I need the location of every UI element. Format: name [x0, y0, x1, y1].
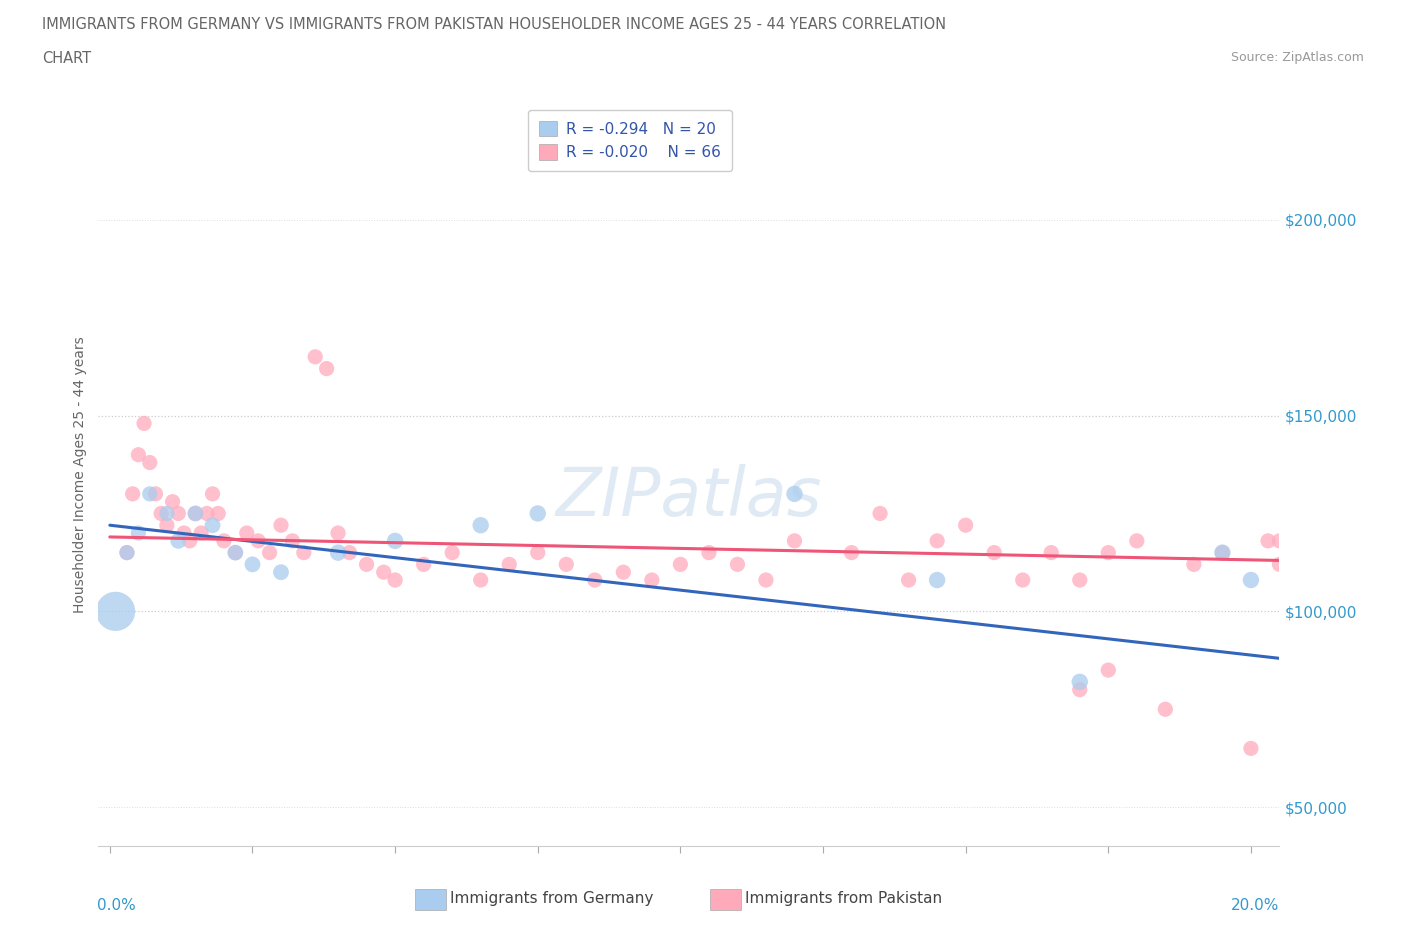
Point — [1126, 534, 1149, 549]
Point — [555, 557, 578, 572]
Point — [242, 557, 264, 572]
Point — [339, 545, 361, 560]
Point — [612, 565, 634, 579]
Point — [326, 525, 349, 540]
Point — [115, 545, 138, 560]
Text: ZIPatlas: ZIPatlas — [555, 464, 823, 529]
Point — [1240, 741, 1263, 756]
Point — [270, 518, 292, 533]
Point — [236, 525, 259, 540]
Text: Immigrants from Pakistan: Immigrants from Pakistan — [745, 891, 942, 906]
Point — [132, 416, 155, 431]
Point — [167, 534, 190, 549]
Text: Source: ZipAtlas.com: Source: ZipAtlas.com — [1230, 51, 1364, 64]
Point — [1211, 545, 1233, 560]
Point — [641, 573, 664, 588]
Text: 20.0%: 20.0% — [1232, 898, 1279, 913]
Point — [270, 565, 292, 579]
Point — [441, 545, 464, 560]
Point — [1011, 573, 1033, 588]
Point — [412, 557, 434, 572]
Point — [127, 525, 149, 540]
Point — [841, 545, 863, 560]
Point — [1097, 663, 1119, 678]
Point — [526, 506, 548, 521]
Point — [526, 545, 548, 560]
Text: Immigrants from Germany: Immigrants from Germany — [450, 891, 654, 906]
Point — [156, 506, 179, 521]
Point — [983, 545, 1005, 560]
Point — [1268, 557, 1291, 572]
Point — [281, 534, 304, 549]
Point — [139, 455, 162, 470]
Point — [927, 573, 949, 588]
Point — [207, 506, 229, 521]
Point — [201, 486, 224, 501]
Point — [1268, 534, 1291, 549]
Point — [259, 545, 281, 560]
Point — [783, 534, 806, 549]
Point — [201, 518, 224, 533]
Point — [167, 506, 190, 521]
Point — [1069, 683, 1091, 698]
Point — [669, 557, 692, 572]
Point — [869, 506, 891, 521]
Point — [315, 361, 337, 376]
Point — [927, 534, 949, 549]
Point — [725, 557, 748, 572]
Point — [356, 557, 378, 572]
Point — [173, 525, 195, 540]
Point — [179, 534, 201, 549]
Point — [115, 545, 138, 560]
Point — [783, 486, 806, 501]
Point — [1069, 674, 1091, 689]
Point — [755, 573, 778, 588]
Point — [1257, 534, 1279, 549]
Text: 0.0%: 0.0% — [97, 898, 136, 913]
Text: CHART: CHART — [42, 51, 91, 66]
Point — [127, 447, 149, 462]
Point — [955, 518, 977, 533]
Point — [498, 557, 520, 572]
Point — [897, 573, 920, 588]
Point — [145, 486, 167, 501]
Point — [156, 518, 179, 533]
Point — [1182, 557, 1205, 572]
Point — [184, 506, 207, 521]
Point — [224, 545, 246, 560]
Point — [373, 565, 395, 579]
Point — [384, 534, 406, 549]
Point — [1040, 545, 1063, 560]
Point — [212, 534, 235, 549]
Point — [304, 350, 326, 365]
Point — [1240, 573, 1263, 588]
Point — [104, 604, 127, 618]
Text: IMMIGRANTS FROM GERMANY VS IMMIGRANTS FROM PAKISTAN HOUSEHOLDER INCOME AGES 25 -: IMMIGRANTS FROM GERMANY VS IMMIGRANTS FR… — [42, 17, 946, 32]
Point — [224, 545, 246, 560]
Point — [247, 534, 270, 549]
Point — [184, 506, 207, 521]
Point — [190, 525, 212, 540]
Point — [292, 545, 315, 560]
Point — [697, 545, 720, 560]
Point — [1154, 702, 1177, 717]
Point — [150, 506, 173, 521]
Point — [583, 573, 606, 588]
Point — [1069, 573, 1091, 588]
Point — [470, 518, 492, 533]
Point — [384, 573, 406, 588]
Point — [162, 494, 184, 509]
Point — [195, 506, 218, 521]
Point — [139, 486, 162, 501]
Legend: R = -0.294   N = 20, R = -0.020    N = 66: R = -0.294 N = 20, R = -0.020 N = 66 — [529, 110, 731, 171]
Y-axis label: Householder Income Ages 25 - 44 years: Householder Income Ages 25 - 44 years — [73, 336, 87, 613]
Point — [121, 486, 143, 501]
Point — [470, 573, 492, 588]
Point — [1211, 545, 1233, 560]
Point — [326, 545, 349, 560]
Point — [1097, 545, 1119, 560]
